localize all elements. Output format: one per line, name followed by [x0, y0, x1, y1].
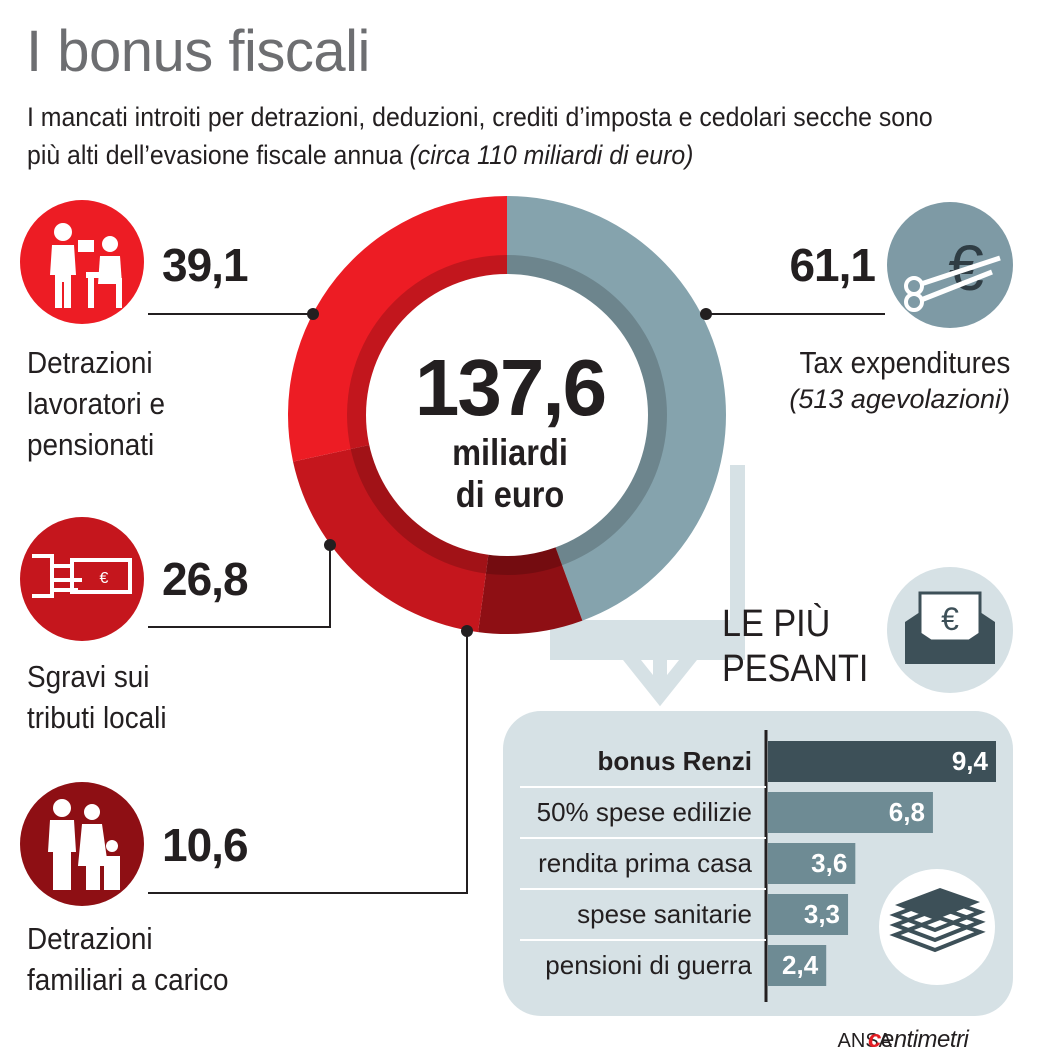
label-detrazioni-lavoratori: Detrazioni lavoratori e pensionati: [27, 342, 165, 465]
value-familiari: 10,6: [162, 819, 249, 871]
value-tax-expenditures: 61,1: [789, 239, 876, 291]
bar-category-label: pensioni di guerra: [545, 950, 752, 980]
label-line: Detrazioni: [27, 921, 153, 956]
bar: [768, 741, 996, 782]
value-sgravi: 26,8: [162, 553, 249, 605]
leader-dot-2: [324, 539, 336, 551]
footer-brand: centimetri: [868, 1026, 969, 1054]
label-line: tributi locali: [27, 700, 167, 735]
page-title: I bonus fiscali: [26, 19, 370, 84]
donut-total-unit: miliardi di euro: [378, 432, 642, 516]
svg-text:€: €: [100, 570, 109, 587]
label-sgravi: Sgravi sui tributi locali: [27, 656, 167, 738]
footer-source: ANSA: [837, 1030, 892, 1052]
leader-dot-3: [461, 625, 473, 637]
bar-value-label: 9,4: [951, 746, 988, 776]
bar-category-label: spese sanitarie: [577, 899, 752, 929]
bar: [768, 792, 933, 833]
brand-mark: c: [868, 1026, 881, 1053]
bar-value-label: 6,8: [888, 797, 925, 827]
hand-with-euro-note-icon: €: [20, 517, 144, 641]
bar-dividers: [520, 786, 766, 941]
envelope-euro-icon: €: [887, 567, 1013, 693]
leader-line-familiari: [148, 631, 468, 894]
bar-value-label: 3,6: [811, 848, 848, 878]
down-chevron-arrow: [550, 465, 745, 660]
heaviest-title-line: PESANTI: [722, 648, 869, 690]
label-line: Sgravi sui: [27, 659, 150, 694]
leader-dots: [307, 308, 712, 637]
label-line: Detrazioni: [27, 345, 153, 380]
svg-text:€: €: [941, 601, 959, 637]
worker-and-pensioner-icon: [20, 200, 144, 324]
leader-lines: [148, 313, 885, 894]
down-arrow-head: [622, 650, 698, 707]
scissors-euro-icon: €: [887, 202, 1013, 328]
donut-total-value: 137,6: [414, 343, 607, 432]
bar: [768, 945, 827, 986]
label-line: familiari a carico: [27, 962, 229, 997]
label-line: lavoratori e: [27, 386, 166, 421]
subtitle-text: I mancati introiti per detrazioni, deduz…: [27, 102, 933, 170]
bar-value-label: 2,4: [782, 950, 819, 980]
unit-line: di euro: [455, 474, 565, 515]
label-line: pensionati: [27, 427, 155, 462]
value-detrazioni-lavoratori: 39,1: [162, 239, 249, 291]
family-icon: [20, 782, 144, 906]
unit-line: miliardi: [452, 432, 568, 473]
brand-rest: entimetri: [880, 1026, 969, 1053]
heaviest-title: LE PIÙ PESANTI: [722, 602, 868, 692]
label-familiari: Detrazioni familiari a carico: [27, 918, 229, 1000]
bar: [768, 843, 856, 884]
bar-chart: [768, 741, 996, 986]
note-tax-expenditures: (513 agevolazioni): [789, 384, 1010, 414]
subtitle: I mancati introiti per detrazioni, deduz…: [27, 98, 938, 174]
subtitle-note: (circa 110 miliardi di euro): [409, 140, 694, 170]
bar-value-label: 3,3: [803, 899, 841, 929]
bar: [768, 894, 849, 935]
leader-dot-4: [700, 308, 712, 320]
banknote-stack-icon: [879, 869, 995, 985]
label-tax-expenditures: Tax expenditures: [799, 345, 1010, 380]
donut-hole: [366, 274, 648, 556]
heaviest-title-line: LE PIÙ: [722, 603, 831, 645]
leader-dot-1: [307, 308, 319, 320]
bar-category-label: rendita prima casa: [538, 848, 752, 878]
bar-category-label: bonus Renzi: [597, 746, 752, 776]
bar-category-label: 50% spese edilizie: [536, 797, 752, 827]
leader-line-sgravi: [148, 545, 331, 628]
